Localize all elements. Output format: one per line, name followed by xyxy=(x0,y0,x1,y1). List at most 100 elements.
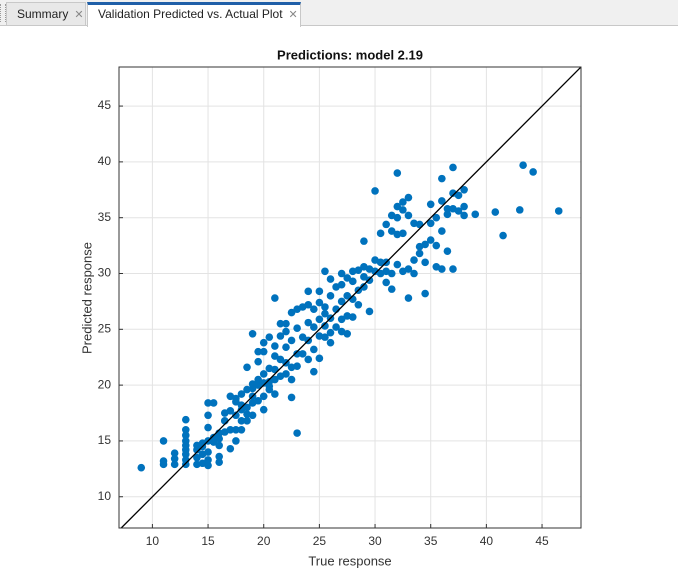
point xyxy=(343,292,352,300)
point xyxy=(259,370,268,378)
point xyxy=(399,198,407,206)
point xyxy=(387,269,396,278)
point xyxy=(399,206,407,214)
point xyxy=(343,274,352,282)
point xyxy=(432,241,441,250)
tab-strip: Summary ✕ Validation Predicted vs. Actual… xyxy=(0,0,678,27)
point xyxy=(310,305,318,314)
y-tick-label: 10 xyxy=(98,489,112,503)
point xyxy=(387,285,396,293)
point xyxy=(271,375,279,384)
close-icon[interactable]: ✕ xyxy=(288,9,298,21)
y-tick-label: 20 xyxy=(98,377,112,391)
point xyxy=(159,437,168,445)
point xyxy=(271,342,279,350)
point xyxy=(232,425,240,434)
point xyxy=(393,169,402,177)
point xyxy=(254,396,262,405)
point xyxy=(259,347,268,356)
point xyxy=(321,309,329,318)
point xyxy=(315,298,324,307)
point xyxy=(226,406,235,415)
point xyxy=(376,258,385,267)
point xyxy=(137,463,146,472)
grip xyxy=(0,4,6,22)
point xyxy=(248,329,257,338)
point xyxy=(421,258,429,267)
perfect-prediction-line xyxy=(120,67,581,528)
point xyxy=(426,219,435,228)
point xyxy=(282,327,290,336)
point xyxy=(321,333,329,341)
point xyxy=(337,297,346,306)
point xyxy=(315,315,324,324)
point xyxy=(293,429,301,437)
point xyxy=(254,375,262,384)
point xyxy=(287,393,296,402)
point xyxy=(181,437,190,445)
point xyxy=(237,425,246,434)
point xyxy=(204,411,212,420)
y-tick-label: 45 xyxy=(98,98,112,112)
point xyxy=(387,227,396,235)
point xyxy=(204,461,212,470)
point xyxy=(159,457,168,465)
point xyxy=(365,276,374,284)
x-tick-label: 25 xyxy=(313,534,327,548)
point xyxy=(181,425,190,434)
point xyxy=(265,333,274,341)
point xyxy=(432,213,441,222)
x-tick-label: 45 xyxy=(535,534,549,548)
point xyxy=(170,460,179,469)
point xyxy=(354,300,363,309)
close-icon[interactable]: ✕ xyxy=(74,9,84,21)
point xyxy=(293,362,301,370)
y-tick-label: 25 xyxy=(98,321,112,335)
point xyxy=(471,210,480,219)
point xyxy=(360,273,368,281)
point xyxy=(170,454,179,463)
point xyxy=(326,292,335,300)
tab[interactable]: Summary ✕ xyxy=(6,2,86,25)
point xyxy=(376,229,385,238)
x-tick-label: 10 xyxy=(146,534,160,548)
point xyxy=(215,441,223,450)
point xyxy=(438,197,446,205)
point xyxy=(243,417,251,425)
point xyxy=(282,343,290,351)
point xyxy=(454,207,463,215)
point xyxy=(170,449,179,458)
y-tick-label: 40 xyxy=(98,154,112,168)
point xyxy=(360,283,368,291)
point xyxy=(298,350,307,358)
point xyxy=(404,294,413,302)
point xyxy=(332,323,340,331)
point xyxy=(399,229,407,238)
point xyxy=(499,231,507,240)
point xyxy=(491,208,500,216)
x-tick-label: 40 xyxy=(480,534,494,548)
point xyxy=(365,307,374,316)
point xyxy=(382,278,390,287)
point xyxy=(393,202,402,211)
point xyxy=(326,338,335,347)
point xyxy=(382,220,390,229)
axes-box xyxy=(118,66,582,529)
point xyxy=(449,163,457,172)
point xyxy=(393,260,402,269)
tab-active[interactable]: Validation Predicted vs. Actual Plot ✕ xyxy=(87,2,301,27)
point xyxy=(259,338,268,347)
point xyxy=(237,390,246,398)
point xyxy=(232,394,240,403)
point xyxy=(254,347,262,356)
point xyxy=(271,294,279,302)
point xyxy=(321,267,329,276)
point xyxy=(348,313,357,321)
point xyxy=(232,437,240,445)
point xyxy=(438,227,446,235)
chart: Predictions: model 2.19 True response Pr… xyxy=(79,47,582,568)
y-tick-label: 35 xyxy=(98,210,112,224)
point xyxy=(354,266,363,274)
point xyxy=(226,425,235,434)
